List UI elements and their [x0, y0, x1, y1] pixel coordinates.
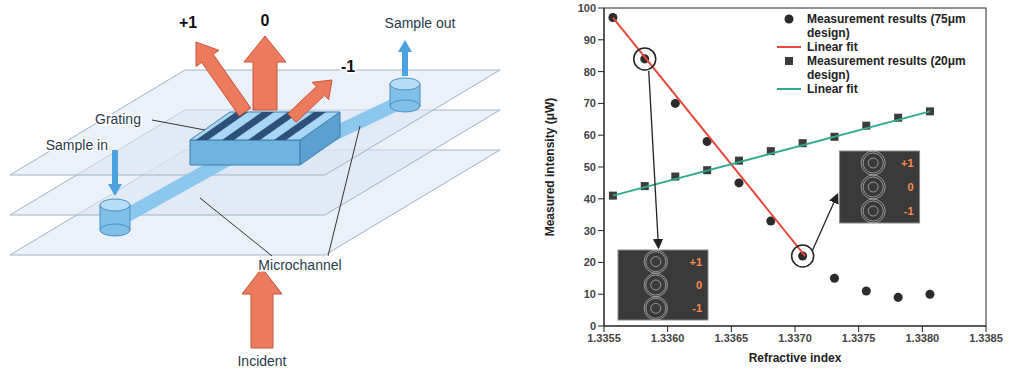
svg-text:90: 90 — [584, 34, 596, 46]
html-text:Measurement results (75μm desi: Measurement results (75μm design) — [807, 12, 966, 40]
svg-text:Incident: Incident — [237, 353, 286, 369]
html-text:Linear fit: Linear fit — [807, 82, 858, 96]
svg-text:1.3355: 1.3355 — [587, 332, 621, 344]
svg-text:-1: -1 — [692, 302, 702, 314]
svg-text:1.3370: 1.3370 — [778, 332, 812, 344]
html-text:Measurement results (20μm desi: Measurement results (20μm design) — [807, 54, 966, 82]
svg-text:Sample in: Sample in — [46, 137, 108, 153]
svg-text:0: 0 — [590, 320, 596, 332]
svg-text:Grating: Grating — [95, 111, 141, 127]
svg-text:70: 70 — [584, 97, 596, 109]
svg-text:0: 0 — [261, 12, 270, 29]
html-text:Linear fit: Linear fit — [807, 40, 858, 54]
svg-text:Refractive index: Refractive index — [749, 351, 842, 365]
svg-text:-1: -1 — [341, 58, 355, 75]
svg-text:1.3365: 1.3365 — [715, 332, 749, 344]
svg-text:Measured intensity (μW): Measured intensity (μW) — [543, 98, 557, 237]
svg-text:+1: +1 — [689, 256, 702, 268]
svg-text:40: 40 — [584, 193, 596, 205]
svg-text:30: 30 — [584, 225, 596, 237]
svg-text:1.3385: 1.3385 — [969, 332, 1003, 344]
svg-text:50: 50 — [584, 161, 596, 173]
svg-text:Sample out: Sample out — [385, 15, 456, 31]
svg-text:1.3360: 1.3360 — [651, 332, 685, 344]
svg-text:+1: +1 — [179, 14, 197, 31]
svg-text:-1: -1 — [904, 205, 914, 217]
svg-text:60: 60 — [584, 129, 596, 141]
svg-text:10: 10 — [584, 288, 596, 300]
svg-text:+1: +1 — [901, 157, 914, 169]
svg-text:1.3375: 1.3375 — [842, 332, 876, 344]
svg-text:20: 20 — [584, 256, 596, 268]
svg-text:80: 80 — [584, 66, 596, 78]
svg-text:0: 0 — [696, 279, 702, 291]
svg-text:100: 100 — [578, 2, 596, 14]
svg-text:1.3380: 1.3380 — [906, 332, 940, 344]
svg-text:0: 0 — [907, 181, 913, 193]
svg-text:Microchannel: Microchannel — [258, 257, 341, 273]
